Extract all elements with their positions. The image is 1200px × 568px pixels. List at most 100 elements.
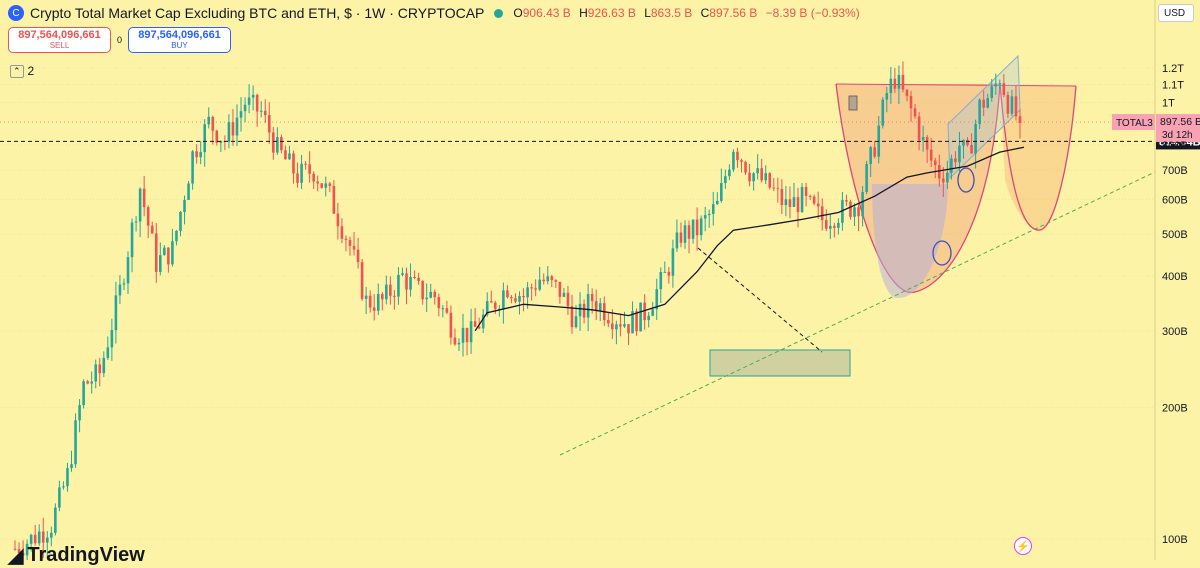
candle-body — [711, 204, 715, 214]
candle-body — [615, 324, 618, 330]
candle-body — [534, 288, 537, 290]
candle-body — [54, 507, 57, 533]
candle-body — [982, 99, 985, 108]
candle-body — [320, 183, 324, 188]
candle-body — [284, 150, 287, 160]
candle-body — [251, 94, 255, 98]
candle-body — [780, 188, 784, 206]
candle-body — [756, 168, 759, 174]
candle-body — [933, 160, 937, 166]
candle-body — [126, 257, 130, 284]
candle-body — [514, 298, 517, 302]
candle-body — [570, 306, 574, 328]
indicator-count: 2 — [27, 64, 35, 78]
candle-body — [510, 297, 513, 299]
candle-body — [336, 213, 340, 227]
candle-body — [494, 302, 497, 309]
indicators-toggle[interactable]: ⌃ 2 — [10, 64, 34, 78]
candle-body — [441, 308, 445, 310]
candle-body — [130, 222, 134, 258]
candle-body — [195, 151, 198, 158]
candle-body — [118, 284, 122, 296]
chart-header: C Crypto Total Market Cap Excluding BTC … — [8, 5, 865, 21]
close-value: 897.56 B — [709, 6, 758, 20]
buy-button[interactable]: 897,564,096,661 BUY — [128, 27, 232, 53]
y-tick-label: 200B — [1162, 403, 1188, 415]
candle-body — [760, 168, 763, 181]
candle-body — [732, 151, 735, 170]
candle-body — [687, 225, 691, 239]
candle-body — [263, 110, 267, 116]
candle-body — [788, 199, 792, 207]
candle-body — [550, 276, 554, 281]
candle-body — [465, 327, 469, 343]
candle-body — [764, 173, 768, 181]
candle-body — [768, 173, 772, 188]
candle-body — [998, 83, 1002, 85]
candle-body — [368, 295, 372, 308]
candle-body — [98, 364, 102, 374]
open-value: 906.43 B — [522, 6, 571, 20]
ohlc-values: O906.43 B H926.63 B L863.5 B C897.56 B −… — [513, 6, 860, 20]
candle-body — [554, 280, 558, 282]
symbol-title[interactable]: Crypto Total Market Cap Excluding BTC an… — [30, 5, 485, 21]
candle-body — [893, 78, 897, 89]
candle-body — [635, 311, 638, 332]
candle-body — [647, 315, 650, 321]
moving-average-line — [474, 146, 1025, 332]
candle-body — [885, 93, 889, 100]
candle-body — [937, 165, 941, 179]
candle-body — [522, 295, 525, 298]
currency-selector[interactable]: USD — [1158, 4, 1194, 22]
candle-body — [41, 531, 45, 543]
candle-body — [740, 160, 743, 162]
chart-annotations — [559, 54, 1156, 456]
candle-body — [611, 323, 614, 330]
candle-body — [243, 104, 247, 112]
bar-countdown: 3d 12h — [1162, 130, 1193, 141]
sell-button[interactable]: 897,564,096,661 SELL — [8, 27, 111, 53]
chevron-icon[interactable]: ⌃ — [10, 64, 24, 78]
candle-body — [562, 292, 566, 297]
cup-rim — [835, 83, 1077, 87]
candle-body — [146, 207, 150, 226]
candle-body — [239, 111, 243, 118]
candle-body — [78, 405, 81, 421]
candle-body — [619, 324, 622, 327]
candle-body — [171, 241, 174, 265]
low-value: 863.5 B — [650, 6, 693, 20]
candle-body — [389, 284, 392, 296]
candle-body — [683, 225, 687, 243]
candle-body — [530, 287, 533, 289]
lightning-icon[interactable]: ⚡ — [1014, 537, 1032, 555]
candle-body — [675, 232, 679, 249]
candle-body — [17, 548, 21, 554]
candle-body — [695, 219, 699, 236]
candle-body — [94, 364, 98, 382]
candle-body — [413, 277, 416, 279]
candle-body — [445, 308, 449, 313]
candle-body — [344, 238, 348, 240]
candle-body — [812, 196, 816, 204]
candle-body — [917, 116, 921, 141]
logo-icon: ◢ — [8, 545, 24, 567]
symbol-icon[interactable]: C — [8, 5, 24, 21]
candle-body — [1006, 94, 1010, 114]
candle-body — [558, 281, 562, 297]
candle-body — [259, 110, 263, 112]
candle-body — [433, 291, 437, 298]
candle-body — [752, 173, 755, 182]
candle-body — [449, 312, 453, 338]
candle-body — [308, 164, 311, 174]
candle-body — [159, 255, 162, 272]
candle-body — [457, 342, 461, 345]
candle-body — [582, 303, 586, 318]
candle-body — [50, 532, 53, 538]
candle-body — [841, 200, 844, 223]
candle-body — [86, 381, 89, 384]
candle-body — [986, 97, 990, 108]
candle-body — [304, 163, 307, 165]
candle-body — [397, 274, 400, 297]
